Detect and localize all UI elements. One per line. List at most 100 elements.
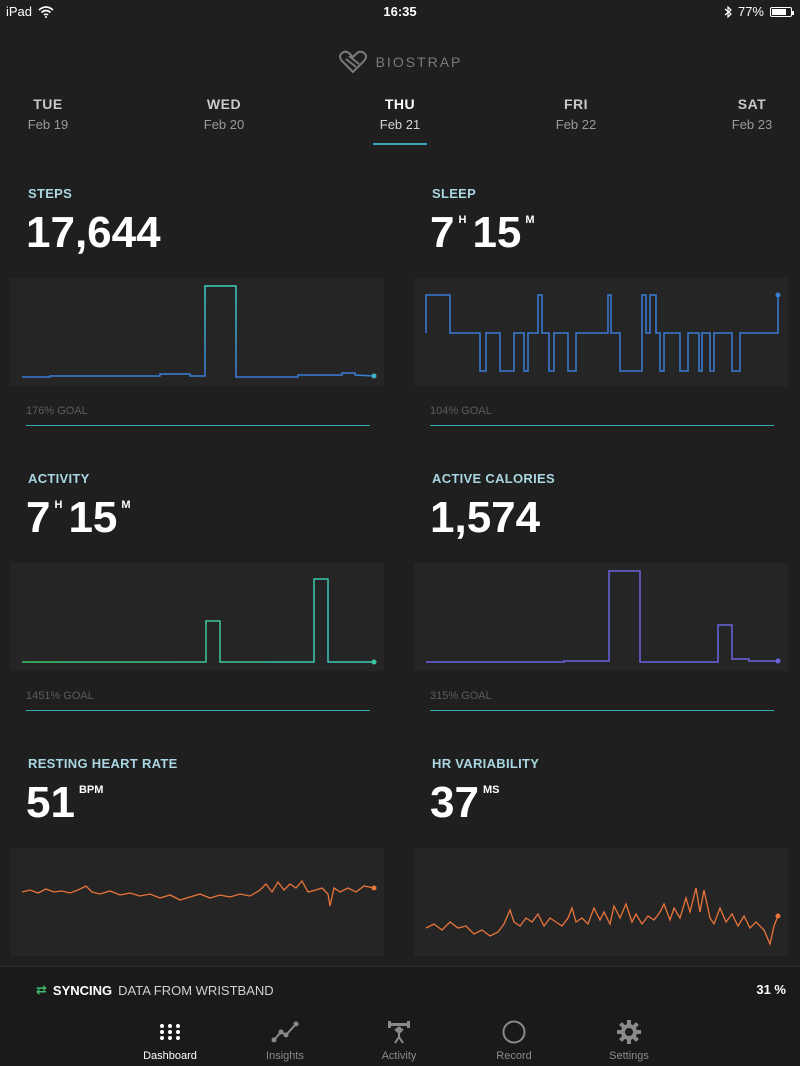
- hours-unit: H: [54, 499, 63, 511]
- day-date: Feb 23: [731, 117, 773, 132]
- tab-label: Record: [496, 1050, 532, 1062]
- card-title: ACTIVE CALORIES: [432, 471, 555, 486]
- brand-logo: BIOSTRAP: [0, 50, 800, 74]
- bluetooth-icon: [724, 5, 732, 18]
- hours-number: 7: [26, 493, 51, 542]
- card-title: HR VARIABILITY: [432, 756, 540, 771]
- hrv-line: [425, 887, 779, 947]
- goal-progress-line: [430, 710, 774, 711]
- wifi-icon: [38, 5, 54, 18]
- sync-status-bar: ⇄ SYNCING DATA FROM WRISTBAND 31 %: [0, 966, 800, 1012]
- tab-label: Activity: [381, 1050, 417, 1062]
- day-date: Feb 19: [27, 117, 69, 132]
- minutes-unit: M: [525, 214, 535, 226]
- tab-dashboard[interactable]: Dashboard: [125, 1018, 215, 1062]
- day-date: Feb 22: [555, 117, 597, 132]
- selected-day-indicator: [373, 143, 427, 145]
- sync-arrows-icon: ⇄: [36, 982, 47, 997]
- goal-label: 176% GOAL: [26, 405, 88, 417]
- tab-activity[interactable]: Activity: [354, 1018, 444, 1062]
- sync-percent: 31 %: [756, 982, 786, 997]
- activity-chart: [10, 563, 384, 671]
- goal-progress-line: [430, 425, 774, 426]
- steps-chart: [10, 278, 384, 386]
- hrv-chart: [414, 848, 788, 956]
- day-name: TUE: [33, 96, 63, 112]
- value-unit: MS: [482, 784, 500, 796]
- value-number: 1,574: [430, 493, 541, 542]
- brand-name: BIOSTRAP: [375, 54, 463, 70]
- rhr-value: 51 BPM: [26, 778, 109, 828]
- battery-percent: 77%: [737, 4, 764, 19]
- biostrap-heart-icon: [338, 50, 367, 74]
- minutes-number: 15: [68, 493, 118, 542]
- activity-end-dot: [371, 659, 377, 665]
- card-title: STEPS: [28, 186, 73, 201]
- steps-value: 17,644: [26, 208, 161, 258]
- steps-end-dot: [371, 373, 377, 379]
- goal-label: 315% GOAL: [430, 690, 492, 702]
- hrv-value: 37 MS: [430, 778, 505, 828]
- day-name: SAT: [737, 96, 767, 112]
- calories-value: 1,574: [430, 493, 540, 543]
- minutes-number: 15: [472, 208, 522, 257]
- goal-progress-line: [26, 710, 370, 711]
- resting-heart-rate-card[interactable]: RESTING HEART RATE 51 BPM: [10, 756, 390, 1026]
- day-date: Feb 20: [203, 117, 245, 132]
- battery-level: [772, 8, 786, 15]
- sync-text: DATA FROM WRISTBAND: [118, 982, 274, 998]
- day-name: WED: [206, 96, 242, 112]
- active-calories-card[interactable]: ACTIVE CALORIES 1,574 315% GOAL: [414, 471, 794, 741]
- sync-label: SYNCING: [52, 982, 113, 998]
- tab-insights[interactable]: Insights: [240, 1018, 330, 1062]
- hr-variability-card[interactable]: HR VARIABILITY 37 MS: [414, 756, 794, 1026]
- value-number: 17,644: [26, 208, 161, 257]
- rhr-end-dot: [371, 885, 377, 891]
- record-circle-icon: [502, 1020, 526, 1044]
- day-name: FRI: [563, 96, 589, 112]
- goal-label: 1451% GOAL: [26, 690, 94, 702]
- calories-chart: [414, 563, 788, 671]
- hours-number: 7: [430, 208, 455, 257]
- status-left: iPad: [6, 4, 54, 19]
- tab-record[interactable]: Record: [469, 1018, 559, 1062]
- tab-label: Insights: [266, 1050, 304, 1062]
- day-tab-wed[interactable]: WED Feb 20: [164, 96, 284, 132]
- rhr-chart: [10, 848, 384, 956]
- calories-end-dot: [775, 658, 781, 664]
- steps-line: [22, 285, 375, 378]
- tab-settings[interactable]: Settings: [584, 1018, 674, 1062]
- minutes-unit: M: [121, 499, 131, 511]
- settings-gear-icon: [617, 1020, 641, 1044]
- value-number: 51: [26, 778, 75, 827]
- clock: 16:35: [383, 4, 417, 19]
- card-title: RESTING HEART RATE: [28, 756, 178, 771]
- value-number: 37: [430, 778, 479, 827]
- day-tab-thu[interactable]: THU Feb 21: [340, 96, 460, 132]
- tab-label: Settings: [609, 1050, 649, 1062]
- day-tab-tue[interactable]: TUE Feb 19: [0, 96, 108, 132]
- sleep-hypnogram-line: [425, 294, 779, 372]
- bottom-tab-bar: Dashboard Insights Activity: [0, 1012, 800, 1066]
- value-unit: BPM: [78, 784, 104, 796]
- hrv-end-dot: [775, 913, 781, 919]
- goal-label: 104% GOAL: [430, 405, 492, 417]
- activity-line: [22, 578, 374, 663]
- tab-label: Dashboard: [143, 1050, 197, 1062]
- sleep-end-dot: [775, 292, 781, 298]
- day-tab-fri[interactable]: FRI Feb 22: [516, 96, 636, 132]
- device-name: iPad: [6, 4, 33, 19]
- steps-card[interactable]: STEPS 17,644 176% GOAL: [10, 186, 390, 456]
- insights-graph-icon: [271, 1021, 299, 1043]
- status-right: 77%: [724, 4, 794, 19]
- sync-message: ⇄ SYNCING DATA FROM WRISTBAND: [36, 982, 274, 998]
- goal-progress-line: [26, 425, 370, 426]
- day-name: THU: [384, 96, 416, 112]
- day-tab-sat[interactable]: SAT Feb 23: [692, 96, 800, 132]
- rhr-line: [21, 879, 375, 907]
- battery-icon: [770, 6, 794, 17]
